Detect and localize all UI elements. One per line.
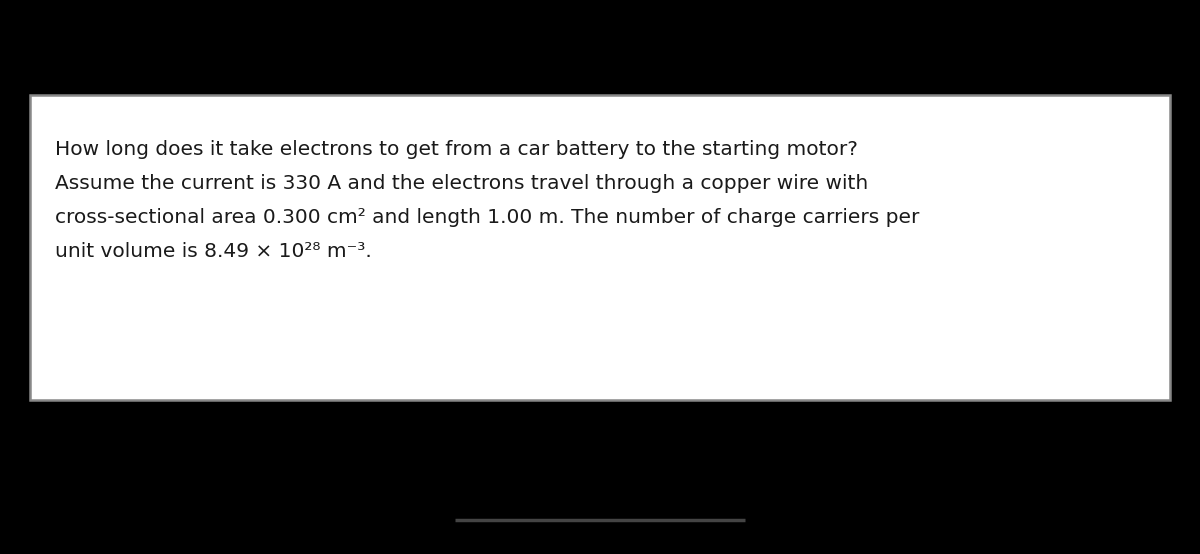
Text: How long does it take electrons to get from a car battery to the starting motor?: How long does it take electrons to get f… [55,140,858,159]
Bar [30,95,1170,400]
Text: unit volume is 8.49 × 10²⁸ m⁻³.: unit volume is 8.49 × 10²⁸ m⁻³. [55,242,372,261]
Text: cross-sectional area 0.300 cm² and length 1.00 m. The number of charge carriers : cross-sectional area 0.300 cm² and lengt… [55,208,919,227]
Text: Assume the current is 330 A and the electrons travel through a copper wire with: Assume the current is 330 A and the elec… [55,174,869,193]
